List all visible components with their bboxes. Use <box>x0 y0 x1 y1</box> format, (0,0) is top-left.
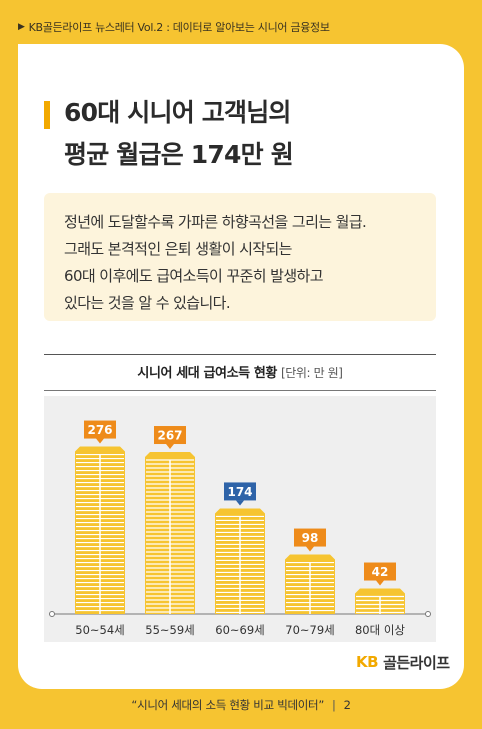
bar-group: 276 50~54세 <box>75 420 125 637</box>
footer-separator: | <box>331 698 336 712</box>
bar-group: 98 70~79세 <box>285 528 335 637</box>
title-accent-bar <box>44 101 50 129</box>
value-label-pointer <box>236 500 244 506</box>
chart-title-top-rule <box>44 354 436 355</box>
category-label: 50~54세 <box>75 623 124 637</box>
value-label: 42 <box>372 565 389 579</box>
summary-line-3: 60대 이후에도 급여소득이 꾸준히 발생하고 <box>64 267 324 285</box>
footer-text: “시니어 세대의 소득 현황 비교 빅데이터” <box>131 698 324 712</box>
page-number: 2 <box>343 698 351 712</box>
bar-group: 267 55~59세 <box>145 426 195 637</box>
value-label: 276 <box>87 423 112 437</box>
category-label: 55~59세 <box>145 623 194 637</box>
value-label-box <box>154 426 186 445</box>
value-label-pointer <box>166 444 174 450</box>
chart-unit: [단위: 만 원] <box>280 366 343 380</box>
triangle-icon: ▶ <box>18 22 25 32</box>
chart-area: 276 50~54세 267 55~59세 174 60~69세 98 70~79세 42 80대… <box>44 396 436 642</box>
value-label: 174 <box>227 485 252 499</box>
value-label-pointer <box>376 580 384 586</box>
summary-line-4: 있다는 것을 알 수 있습니다. <box>64 294 231 312</box>
category-label: 60~69세 <box>215 623 264 637</box>
value-label-box <box>84 420 116 439</box>
header-text: KB골든라이프 뉴스레터 Vol.2 : 데이터로 알아보는 시니어 금융정보 <box>28 21 330 34</box>
kb-golden-life-logo: KB 골든라이프 <box>356 650 450 674</box>
value-label-pointer <box>96 438 104 444</box>
axis-start-dot <box>49 611 55 617</box>
bar-group: 174 60~69세 <box>215 482 265 637</box>
value-label-pointer <box>306 546 314 552</box>
bar-group: 42 80대 이상 <box>355 562 405 637</box>
chart-title-bottom-rule <box>44 390 436 391</box>
summary-line-1: 정년에 도달할수록 가파른 하향곡선을 그리는 월급. <box>64 213 367 231</box>
bar-chart: 276 50~54세 267 55~59세 174 60~69세 98 70~79세 42 80대… <box>49 420 431 637</box>
value-label: 98 <box>302 531 319 545</box>
category-label: 80대 이상 <box>355 623 405 637</box>
title-line-2: 평균 월급은 174만 원 <box>64 140 294 169</box>
value-label-box <box>364 562 396 581</box>
newsletter-header: ▶ KB골든라이프 뉴스레터 Vol.2 : 데이터로 알아보는 시니어 금융정… <box>18 18 330 36</box>
logo-name: 골든라이프 <box>383 653 450 672</box>
title-line-1: 60대 시니어 고객님의 <box>64 98 291 127</box>
page-title: 60대 시니어 고객님의 평균 월급은 174만 원 <box>64 92 444 176</box>
value-label-box <box>294 528 326 547</box>
chart-title: 시니어 세대 급여소득 현황 [단위: 만 원] <box>44 362 436 381</box>
value-label-box <box>224 482 256 501</box>
summary-line-2: 그래도 본격적인 은퇴 생활이 시작되는 <box>64 240 292 258</box>
chart-title-text: 시니어 세대 급여소득 현황 <box>137 366 277 381</box>
category-label: 70~79세 <box>285 623 334 637</box>
logo-kb: KB <box>356 653 379 671</box>
summary-box: 정년에 도달할수록 가파른 하향곡선을 그리는 월급. 그래도 본격적인 은퇴 … <box>44 193 436 321</box>
value-label: 267 <box>157 429 182 443</box>
axis-end-dot <box>425 611 431 617</box>
footer: “시니어 세대의 소득 현황 비교 빅데이터” | 2 <box>0 697 482 713</box>
